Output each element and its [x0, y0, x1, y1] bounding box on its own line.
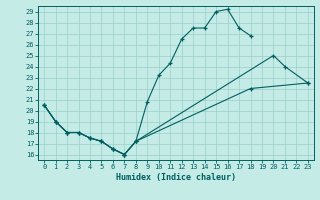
X-axis label: Humidex (Indice chaleur): Humidex (Indice chaleur) [116, 173, 236, 182]
